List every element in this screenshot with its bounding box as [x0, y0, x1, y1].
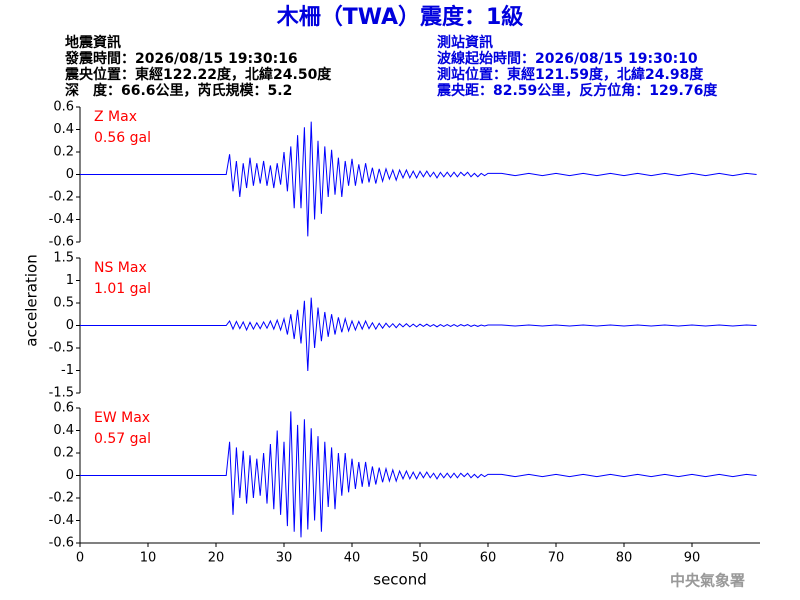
y-tick-label: -0.2: [49, 190, 74, 205]
x-tick-label: 50: [412, 551, 429, 566]
x-tick-label: 10: [140, 551, 157, 566]
waveform: [80, 411, 757, 538]
waveform: [80, 297, 757, 371]
x-tick-label: 80: [616, 551, 633, 566]
y-tick-label: -0.5: [49, 341, 74, 356]
waveform: [80, 121, 757, 237]
x-tick-label: 0: [76, 551, 84, 566]
annotation: NS Max: [94, 260, 147, 276]
y-tick-label: -0.4: [49, 212, 74, 227]
footer: 中央氣象署: [670, 572, 745, 590]
info-line: 發震時間：2026/08/15 19:30:16: [64, 50, 298, 67]
title: 木柵（TWA）震度：1級: [276, 4, 524, 30]
y-tick-label: 0.6: [53, 401, 74, 416]
y-tick-label: -0.6: [49, 536, 74, 551]
x-tick-label: 40: [344, 551, 361, 566]
y-tick-label: 0.5: [53, 296, 74, 311]
x-tick-label: 20: [208, 551, 225, 566]
annotation: 0.56 gal: [94, 130, 151, 146]
annotation: EW Max: [94, 410, 150, 426]
y-tick-label: 0: [66, 468, 74, 483]
info-line: 深 度：66.6公里，芮氏規模：5.2: [65, 82, 292, 99]
y-tick-label: -1: [61, 363, 74, 378]
x-label: second: [373, 571, 427, 589]
annotation: Z Max: [94, 109, 137, 125]
info-line: 震央距：82.59公里，反方位角：129.76度: [436, 82, 718, 99]
y-tick-label: -1.5: [49, 386, 74, 401]
y-tick-label: 0.2: [53, 145, 74, 160]
info-line: 測站位置：東經121.59度，北緯24.98度: [437, 66, 704, 83]
y-tick-label: 0.2: [53, 446, 74, 461]
y-tick-label: 1.5: [53, 251, 74, 266]
y-tick-label: 0: [66, 318, 74, 333]
x-tick-label: 30: [276, 551, 293, 566]
info-line: 地震資訊: [65, 34, 121, 51]
x-tick-label: 90: [684, 551, 701, 566]
y-label: acceleration: [23, 254, 41, 346]
y-tick-label: 0: [66, 167, 74, 182]
y-tick-label: 0.4: [53, 122, 74, 137]
annotation: 1.01 gal: [94, 281, 151, 297]
y-tick-label: 1: [66, 273, 74, 288]
y-tick-label: -0.4: [49, 513, 74, 528]
y-tick-label: -0.6: [49, 235, 74, 250]
x-tick-label: 60: [480, 551, 497, 566]
info-line: 震央位置：東經122.22度，北緯24.50度: [64, 66, 332, 83]
y-tick-label: 0.6: [53, 100, 74, 115]
x-tick-label: 70: [548, 551, 565, 566]
info-line: 測站資訊: [437, 34, 493, 51]
info-line: 波線起始時間：2026/08/15 19:30:10: [437, 50, 698, 67]
annotation: 0.57 gal: [94, 431, 151, 447]
y-tick-label: 0.4: [53, 423, 74, 438]
y-tick-label: -0.2: [49, 491, 74, 506]
